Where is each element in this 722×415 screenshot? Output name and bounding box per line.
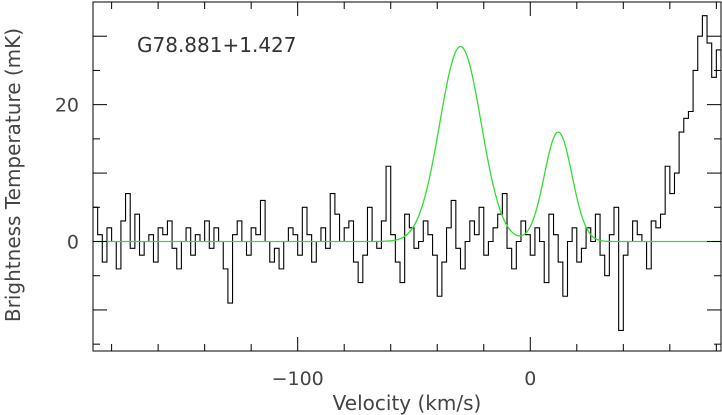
y-tick-label: 20 [55, 95, 79, 117]
plot-frame [92, 1, 722, 352]
tick-labels: −100 0 0 20 [55, 95, 537, 390]
y-axis-label: Brightness Temperature (mK) [1, 28, 25, 322]
source-name-label: G78.881+1.427 [137, 33, 297, 57]
x-axis-label: Velocity (km/s) [333, 391, 482, 415]
plot-area [93, 15, 721, 332]
observed-spectrum-line [93, 15, 721, 332]
axis-ticks [93, 1, 721, 351]
gaussian-fit-line [93, 45, 721, 243]
x-tick-label: 0 [524, 368, 536, 390]
x-tick-label: −100 [272, 368, 324, 390]
y-tick-label: 0 [67, 232, 79, 254]
